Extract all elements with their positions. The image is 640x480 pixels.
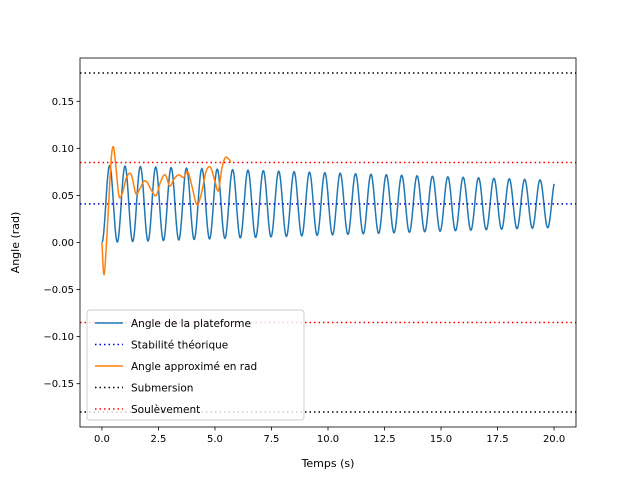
y-tick-label: 0.05 (52, 191, 74, 202)
plot-area (80, 72, 576, 413)
y-tick-label: 0.00 (52, 238, 74, 249)
x-tick-label: 15.0 (430, 434, 452, 445)
x-tick-label: 20.0 (543, 434, 565, 445)
x-tick-label: 7.5 (264, 434, 280, 445)
y-axis-label: Angle (rad) (9, 212, 22, 274)
legend-entry: Submersion (131, 383, 193, 395)
legend-entry: Angle de la plateforme (131, 318, 251, 330)
x-tick-label: 5.0 (207, 434, 223, 445)
series-angle-de-la-plateforme (101, 164, 555, 244)
x-tick-label: 12.5 (373, 434, 395, 445)
x-tick-label: 2.5 (150, 434, 166, 445)
x-axis-label: Temps (s) (301, 457, 355, 470)
legend-entry: Soulèvement (131, 404, 200, 416)
y-tick-label: −0.10 (43, 332, 74, 343)
series-angle-approxime-en-rad (101, 145, 232, 276)
y-tick-label: 0.10 (52, 144, 74, 155)
y-tick-label: −0.15 (43, 379, 74, 390)
x-axis: 0.0 2.5 5.0 7.5 10.0 12.5 15.0 17.5 20.0 (94, 427, 565, 445)
y-tick-label: 0.15 (52, 97, 74, 108)
legend-box (86, 309, 305, 421)
x-tick-label: 10.0 (317, 434, 339, 445)
x-tick-label: 17.5 (486, 434, 508, 445)
y-axis: −0.15 −0.10 −0.05 0.00 0.05 0.10 0.15 (43, 97, 80, 390)
legend: Angle de la plateforme Stabilité théoriqu… (86, 309, 305, 421)
x-tick-label: 0.0 (94, 434, 110, 445)
y-tick-label: −0.05 (43, 285, 74, 296)
legend-entry: Angle approximé en rad (131, 361, 257, 373)
legend-entry: Stabilité théorique (131, 340, 228, 352)
